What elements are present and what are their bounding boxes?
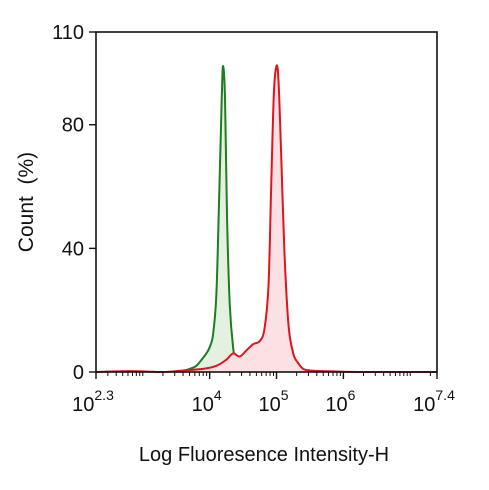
- series-layer: [95, 64, 437, 374]
- x-tick-label: 102.3: [72, 387, 114, 416]
- y-tick-label: 110: [52, 22, 84, 44]
- y-tick-label: 0: [73, 362, 84, 384]
- series-1-line: [179, 65, 244, 373]
- label-layer: 0 40 80 110 102.3 104 105 106 107.4: [52, 22, 455, 416]
- x-tick-label: 104: [192, 387, 222, 416]
- x-axis-title: Log Fluoresence Intensity-H: [139, 444, 389, 466]
- tick-layer: [89, 31, 438, 379]
- y-axis-title: Count (%): [15, 152, 38, 252]
- series-2-area: [96, 65, 437, 372]
- x-tick-label: 105: [259, 387, 289, 416]
- y-tick-label: 40: [62, 238, 84, 260]
- x-tick-label: 107.4: [413, 387, 455, 416]
- x-tick-label: 106: [325, 387, 355, 416]
- y-tick-label: 80: [62, 115, 84, 137]
- series-1-area: [179, 66, 244, 372]
- series-2-line: [95, 64, 437, 374]
